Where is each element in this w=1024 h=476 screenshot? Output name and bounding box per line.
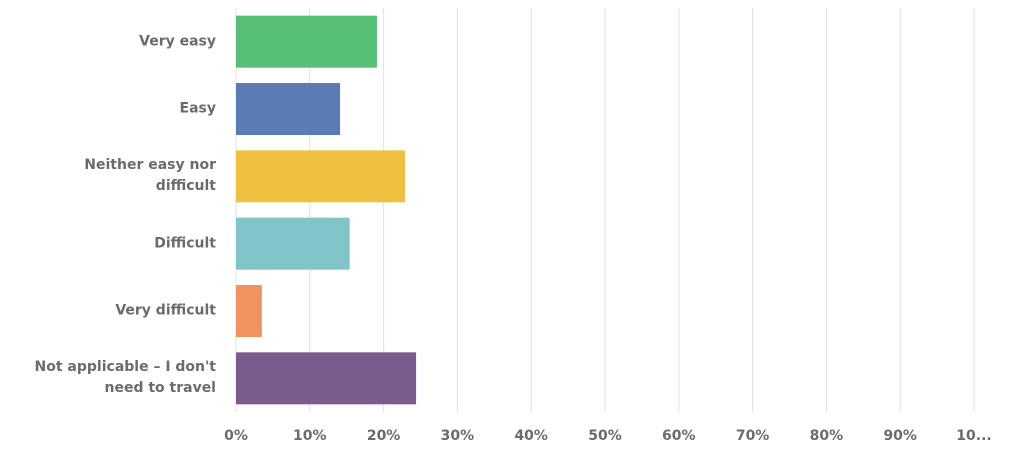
x-tick-label: 80% xyxy=(810,428,844,444)
bar xyxy=(236,15,377,68)
x-tick-label: 40% xyxy=(514,428,548,444)
y-tick-label: Very difficult xyxy=(115,302,216,319)
y-tick-label: Easy xyxy=(179,100,216,117)
x-tick-label: 0% xyxy=(224,428,248,444)
x-tick-label: 20% xyxy=(367,428,401,444)
x-tick-label: 30% xyxy=(441,428,475,444)
bar xyxy=(236,150,406,203)
x-tick-label: 70% xyxy=(736,428,770,444)
y-tick-label: Neither easy nor difficult xyxy=(84,157,216,195)
bar xyxy=(236,217,350,270)
y-tick-label: Difficult xyxy=(154,235,216,252)
x-tick-label: 60% xyxy=(662,428,696,444)
bar xyxy=(236,352,417,405)
x-tick-label: 90% xyxy=(883,428,917,444)
y-tick-label: Not applicable – I don't need to travel xyxy=(34,359,216,397)
bar xyxy=(236,285,262,337)
x-tick-label: 10... xyxy=(956,428,991,444)
x-tick-label: 10% xyxy=(293,428,327,444)
y-tick-label: Very easy xyxy=(139,33,216,50)
bar xyxy=(236,83,341,135)
x-tick-label: 50% xyxy=(588,428,622,444)
